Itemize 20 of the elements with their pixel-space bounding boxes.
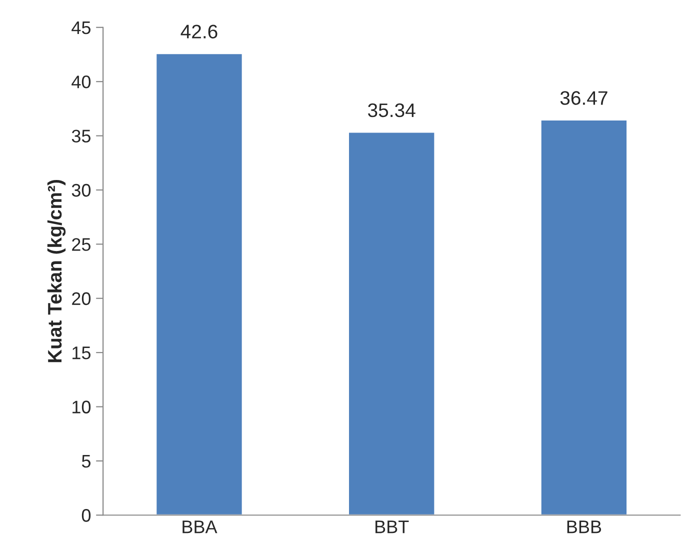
- data-label: 42.6: [180, 24, 218, 38]
- y-tick-label: 45: [72, 22, 90, 34]
- y-tick-label: 35: [72, 130, 90, 142]
- y-tick-label: 10: [72, 400, 91, 414]
- bar: [155, 52, 244, 516]
- data-label: 36.47: [560, 91, 608, 105]
- x-tick-label: BBT: [376, 520, 409, 534]
- y-tick-label: 5: [82, 455, 90, 468]
- y-tick-label: 40: [72, 76, 91, 88]
- x-tick-label: BBB: [567, 520, 602, 534]
- y-tick-label: 25: [72, 238, 90, 251]
- y-tick-label: 30: [72, 184, 91, 197]
- y-tick-label: 20: [72, 292, 91, 306]
- y-tick-label: 0: [82, 509, 91, 522]
- bar: [348, 131, 436, 516]
- data-label: 35.34: [368, 103, 416, 118]
- x-tick-label: BBA: [182, 520, 218, 534]
- bar: [540, 119, 628, 516]
- y-axis-title: Kuat Tekan (kg/cm²): [47, 180, 66, 362]
- y-tick-label: 15: [72, 346, 90, 360]
